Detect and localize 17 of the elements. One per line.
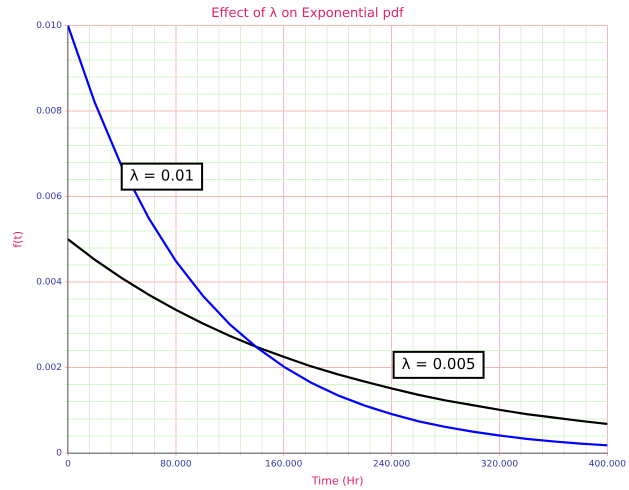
y-tick-label: 0 bbox=[56, 448, 62, 458]
x-tick-label: 80.000 bbox=[160, 460, 192, 470]
x-axis-title: Time (Hr) bbox=[310, 474, 364, 488]
y-tick-label: 0.004 bbox=[36, 277, 62, 288]
y-tick-label: 0.010 bbox=[36, 20, 62, 31]
x-tick-label: 160.000 bbox=[265, 460, 303, 470]
y-tick-label: 0.002 bbox=[36, 362, 62, 373]
y-tick-label: 0.008 bbox=[36, 106, 62, 116]
y-tick-label: 0.006 bbox=[36, 192, 62, 202]
series-label: λ = 0.01 bbox=[130, 166, 194, 185]
x-tick-label: 0 bbox=[65, 460, 72, 470]
x-tick-label: 240.000 bbox=[373, 460, 411, 470]
x-tick-label: 400.000 bbox=[588, 460, 626, 470]
series-label: λ = 0.005 bbox=[402, 354, 476, 373]
y-axis-title: f(t) bbox=[11, 230, 24, 248]
x-tick-label: 320.000 bbox=[480, 460, 518, 470]
chart-title: Effect of λ on Exponential pdf bbox=[211, 6, 404, 22]
